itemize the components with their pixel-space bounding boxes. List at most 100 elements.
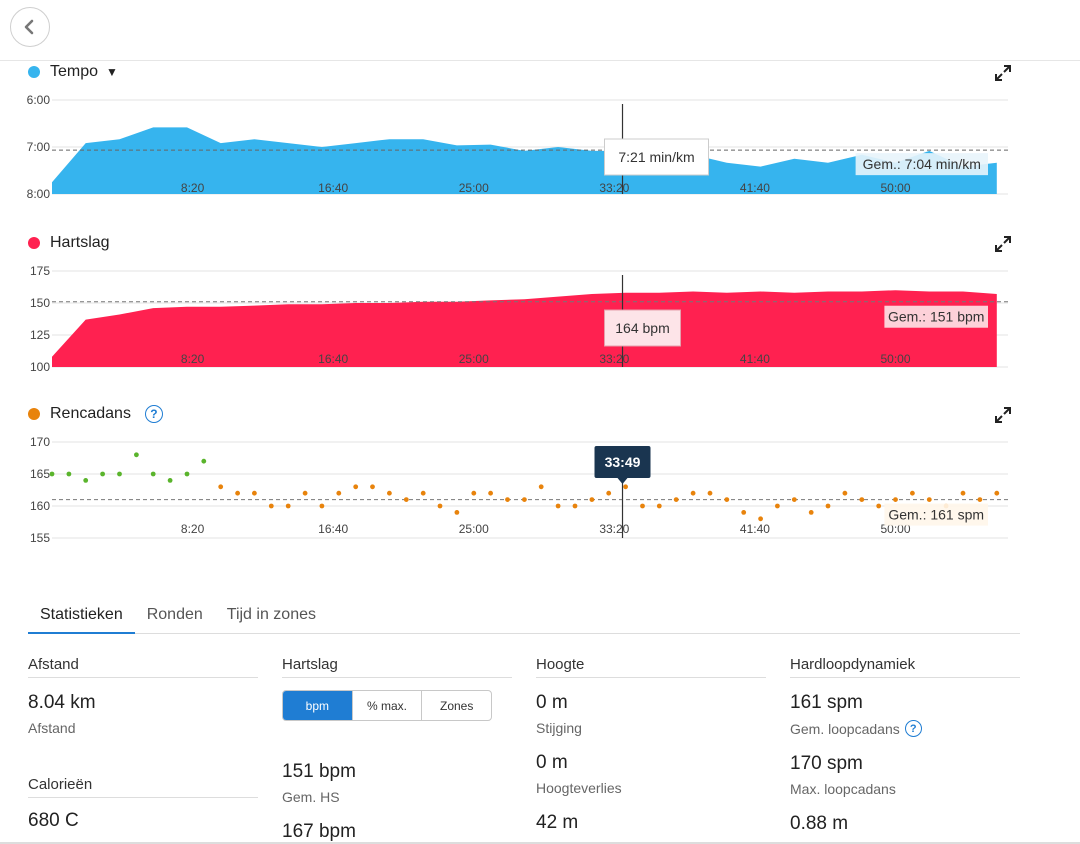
cadence-point [538, 484, 544, 490]
cadence-point [285, 503, 291, 509]
tooltip-text: 7:21 min/km [618, 149, 694, 165]
cadence-point [842, 490, 848, 496]
cadence-point [707, 490, 713, 496]
tempo-chart[interactable]: 6:00 7:00 8:00 8:20 16:40 25:00 33:20 41:40 50:0… [0, 92, 1080, 212]
cadence-point [724, 497, 730, 502]
stat-label: Gem. loopcadans ? [790, 720, 1020, 737]
cadence-point [910, 490, 915, 496]
stat-value: 151 bpm [282, 761, 356, 782]
stats-afstand-col: Afstand 8.04 km Afstand Calorieën 680 C [28, 656, 258, 832]
stat-label: Gem. HS [282, 789, 340, 805]
cadence-point [606, 490, 612, 496]
cadence-point [66, 471, 72, 477]
stat-value: 0 m [536, 692, 568, 713]
rencadans-legend-dot [28, 408, 40, 420]
expand-icon[interactable] [994, 64, 1012, 82]
hr-unit-toggle: bpm % max. Zones [282, 690, 492, 721]
tooltip-box [604, 309, 682, 347]
cadence-point [403, 497, 409, 502]
x-tick-label: 25:00 [459, 181, 489, 195]
cadence-point [522, 497, 527, 502]
stat-label: Afstand [28, 720, 76, 736]
average-label: Gem.: 7:04 min/km [863, 156, 981, 172]
cadence-point [926, 497, 932, 502]
cadence-point [690, 490, 696, 496]
tab-statistieken[interactable]: Statistieken [28, 598, 135, 634]
cadence-point [555, 503, 561, 509]
hartslag-legend-dot [28, 237, 40, 249]
y-tick-label: 175 [30, 264, 50, 278]
stat-value: 0 m [536, 752, 568, 773]
tempo-header[interactable]: Tempo ▼ [28, 63, 118, 81]
help-icon[interactable]: ? [904, 720, 922, 737]
average-label: Gem.: 161 spm [888, 507, 984, 523]
cadence-point [488, 490, 493, 496]
stat-label: Max. loopcadans [790, 781, 896, 797]
toggle-zones[interactable]: Zones [421, 691, 491, 720]
toggle-pct-max[interactable]: % max. [351, 691, 422, 720]
caret-down-icon[interactable]: ▼ [106, 65, 118, 79]
stat-value: 0.88 m [790, 813, 849, 834]
cadence-point [83, 478, 89, 483]
cadence-point [994, 490, 1000, 496]
cadence-point [589, 497, 595, 502]
cadence-point [117, 471, 122, 477]
cadence-point [302, 490, 308, 496]
stats-hoogte-col: Hoogte 0 m Stijging 0 m Hoogteverlies 42… [536, 656, 766, 834]
hartslag-area [52, 290, 997, 367]
cadence-point [184, 471, 190, 477]
hartslag-title: Hartslag [50, 234, 110, 251]
hartslag-header: Hartslag [28, 234, 110, 252]
expand-icon[interactable] [994, 406, 1012, 424]
x-tick-label: 41:40 [740, 522, 770, 536]
tab-tijd-in-zones[interactable]: Tijd in zones [226, 606, 316, 623]
stat-value: 680 C [28, 810, 79, 831]
y-tick-label: 160 [30, 499, 50, 513]
tempo-legend-dot [28, 66, 40, 78]
cadence-point [49, 471, 55, 477]
cadence-point [167, 478, 173, 483]
cadence-point [420, 490, 426, 496]
average-label-box [884, 503, 988, 526]
stat-value: 167 bpm [282, 821, 356, 842]
average-label-box [855, 153, 988, 176]
x-tick-label: 41:40 [740, 181, 770, 195]
cadence-point [623, 484, 628, 490]
rencadans-title: Rencadans [50, 405, 131, 422]
chevron-left-icon [24, 19, 34, 35]
cadence-point [656, 503, 662, 509]
cadence-point [437, 503, 443, 509]
cadence-point [741, 510, 747, 515]
help-icon[interactable]: ? [144, 405, 163, 423]
cadence-point [825, 503, 831, 509]
tooltip-text: 33:49 [605, 454, 641, 470]
cadence-point [893, 497, 898, 502]
rencadans-header: Rencadans ? [28, 405, 163, 423]
stat-label-text: Gem. loopcadans [790, 720, 900, 737]
cadence-point [150, 471, 156, 477]
x-tick-label: 41:40 [740, 352, 770, 366]
cadence-point [758, 516, 763, 522]
expand-icon[interactable] [994, 235, 1012, 253]
col-head-hartslag: Hartslag [282, 656, 512, 678]
col-head-calorieen: Calorieën [28, 776, 258, 798]
cadence-point [218, 484, 224, 490]
stat-label: Hoogteverlies [536, 780, 622, 796]
hartslag-chart[interactable]: 175 150 125 100 8:20 16:40 25:00 33:20 41:40 50:0… [0, 263, 1080, 383]
back-button[interactable] [10, 7, 50, 47]
x-tick-label: 8:20 [181, 181, 205, 195]
divider [0, 842, 1080, 844]
toggle-bpm[interactable]: bpm [283, 691, 352, 720]
y-tick-label: 150 [30, 296, 50, 310]
tempo-title: Tempo [50, 63, 99, 80]
tab-ronden[interactable]: Ronden [146, 606, 203, 623]
tooltip-box [604, 138, 710, 176]
cadence-point [876, 503, 882, 509]
stats-hartslag-col: Hartslag bpm % max. Zones 151 bpm Gem. H… [282, 656, 512, 843]
x-tick-label: 16:40 [318, 181, 348, 195]
cadence-point [319, 503, 325, 509]
x-tick-label: 25:00 [459, 522, 489, 536]
stat-label: Stijging [536, 720, 582, 736]
cadence-point [960, 490, 966, 496]
